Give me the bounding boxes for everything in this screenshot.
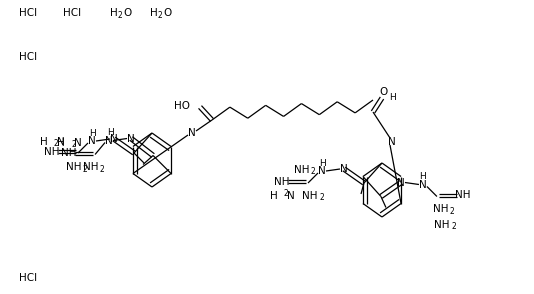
Text: 2: 2 xyxy=(118,11,123,21)
Text: H: H xyxy=(150,8,158,18)
Text: NH: NH xyxy=(66,162,82,172)
Text: HCl: HCl xyxy=(19,52,37,62)
Text: N: N xyxy=(419,180,427,190)
Text: NH: NH xyxy=(434,220,450,230)
Text: O: O xyxy=(379,87,387,97)
Text: NH: NH xyxy=(455,191,470,201)
Text: HO: HO xyxy=(174,101,190,111)
Text: 2: 2 xyxy=(83,165,88,173)
Text: H: H xyxy=(270,191,278,201)
Text: H: H xyxy=(107,128,113,137)
Text: 2: 2 xyxy=(54,139,59,148)
Text: H: H xyxy=(90,128,96,138)
Text: N: N xyxy=(397,178,405,188)
Text: N: N xyxy=(57,137,65,147)
Text: 2: 2 xyxy=(320,193,324,203)
Text: O: O xyxy=(163,8,171,18)
Text: 2: 2 xyxy=(158,11,163,21)
Text: N: N xyxy=(340,164,348,174)
Text: H: H xyxy=(57,138,65,148)
Text: HCl: HCl xyxy=(19,273,37,283)
Text: N: N xyxy=(105,136,113,146)
Text: N: N xyxy=(110,134,118,144)
Text: NH: NH xyxy=(274,177,290,187)
Text: N: N xyxy=(74,138,82,148)
Text: 2: 2 xyxy=(450,207,454,216)
Text: 2: 2 xyxy=(311,168,316,176)
Text: HCl: HCl xyxy=(19,8,37,18)
Text: H: H xyxy=(40,137,48,147)
Text: H: H xyxy=(320,158,326,168)
Text: H: H xyxy=(420,172,426,181)
Text: N: N xyxy=(287,191,295,201)
Text: NH: NH xyxy=(44,147,60,157)
Text: H: H xyxy=(110,8,118,18)
Text: N: N xyxy=(388,137,396,147)
Text: 2: 2 xyxy=(100,165,105,174)
Text: HCl: HCl xyxy=(63,8,81,18)
Text: O: O xyxy=(123,8,131,18)
Text: H: H xyxy=(389,93,395,103)
Text: NH: NH xyxy=(83,163,99,173)
Text: N: N xyxy=(127,133,135,143)
Text: N: N xyxy=(318,166,326,176)
Text: NH: NH xyxy=(294,165,310,175)
Text: 2: 2 xyxy=(284,190,289,198)
Text: N: N xyxy=(188,128,196,138)
Text: N: N xyxy=(88,136,96,146)
Text: 2: 2 xyxy=(71,140,76,149)
Text: NH: NH xyxy=(302,191,318,201)
Text: NH: NH xyxy=(61,148,77,158)
Text: NH: NH xyxy=(433,205,449,215)
Text: 2: 2 xyxy=(452,222,457,231)
